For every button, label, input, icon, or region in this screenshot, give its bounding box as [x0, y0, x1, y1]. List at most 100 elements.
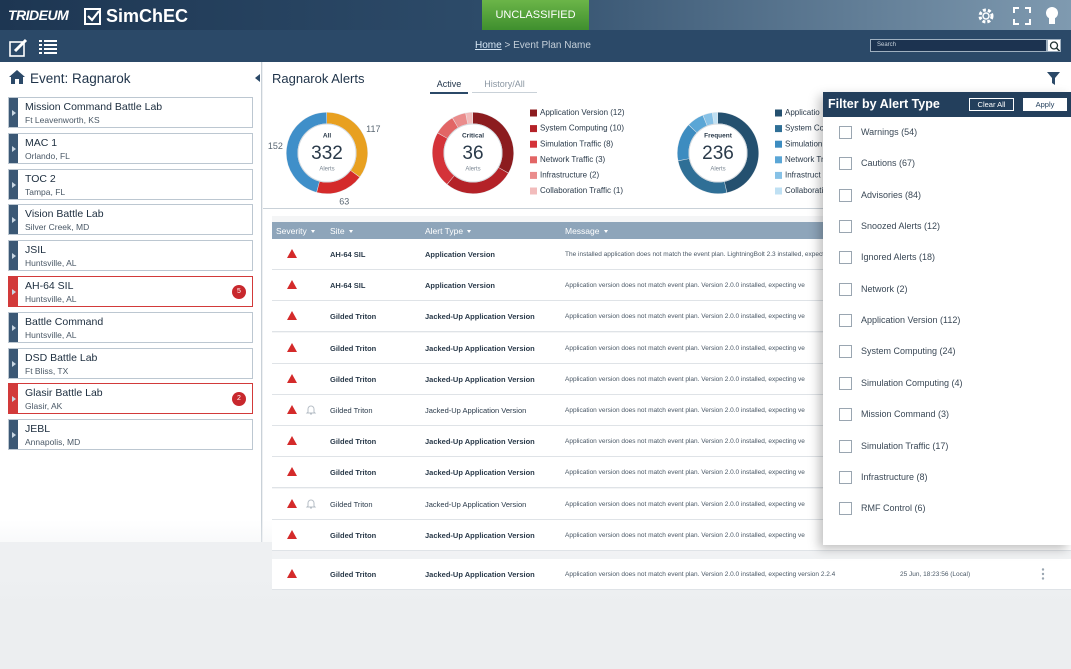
checkbox[interactable] [839, 251, 852, 265]
option-label: System Computing (24) [861, 346, 956, 357]
filter-option[interactable]: Snoozed Alerts (12) [839, 220, 1039, 234]
site-item[interactable]: Battle Command Huntsville, AL [8, 311, 253, 343]
site-name: MAC 1 [25, 136, 58, 149]
fullscreen-icon[interactable] [1013, 7, 1031, 25]
site-expander[interactable] [9, 133, 18, 163]
site-expander[interactable] [9, 312, 18, 342]
classification-banner: UNCLASSIFIED [482, 0, 589, 30]
tab[interactable]: History/All [472, 79, 537, 93]
donut-segment [678, 158, 727, 194]
site-item[interactable]: Mission Command Battle Lab Ft Leavenworth… [8, 97, 253, 128]
site-item[interactable]: DSD Battle Lab Ft Bliss, TX [8, 347, 253, 379]
site-expander[interactable] [9, 205, 18, 235]
checkbox[interactable] [839, 282, 852, 296]
site-item[interactable]: Vision Battle Lab Silver Creek, MD [8, 204, 253, 236]
tab[interactable]: Active [430, 79, 468, 94]
filter-option[interactable]: Warnings (54) [839, 126, 1039, 140]
alert-type-cell: Jacked-Up Application Version [425, 406, 527, 415]
legend-label: Collaborati [785, 186, 823, 195]
site-expander[interactable] [9, 241, 18, 271]
checkbox[interactable] [839, 188, 852, 202]
site-expander[interactable] [9, 348, 18, 378]
severity-icon [287, 498, 297, 508]
breadcrumb-separator: > [504, 40, 511, 51]
legend-swatch [775, 125, 782, 133]
checkbox[interactable] [839, 220, 852, 234]
apply-button[interactable]: Apply [1023, 98, 1067, 111]
filter-option[interactable]: Infrastructure (8) [839, 470, 1039, 485]
site-expander[interactable] [9, 98, 18, 127]
site-expander[interactable] [9, 420, 18, 450]
checkbox[interactable] [839, 345, 852, 359]
legend-label: Infrastructure (2) [540, 171, 599, 180]
filter-option[interactable]: System Computing (24) [839, 345, 1039, 359]
site-item[interactable]: JEBL Annapolis, MD [8, 419, 253, 451]
home-icon[interactable] [8, 69, 26, 85]
donut-segment [437, 118, 459, 139]
filter-option[interactable]: Simulation Computing (4) [839, 376, 1039, 391]
warning-triangle [287, 373, 297, 383]
filter-option[interactable]: Mission Command (3) [839, 408, 1039, 422]
clear-all-button[interactable]: Clear All [969, 98, 1014, 111]
edit-icon[interactable] [9, 38, 29, 57]
site-item[interactable]: AH-64 SIL Huntsville, AL 5 [8, 276, 253, 307]
option-label: Snoozed Alerts (12) [861, 221, 941, 232]
site-item[interactable]: Glasir Battle Lab Glasir, AK 2 [8, 383, 253, 415]
donut-segment [447, 167, 509, 194]
filter-option[interactable]: Cautions (67) [839, 157, 1039, 171]
checkbox[interactable] [839, 408, 852, 422]
table-row[interactable]: Gilded Triton Jacked-Up Application Versi… [272, 559, 1071, 590]
settings-icon[interactable] [976, 6, 996, 26]
option-label: Simulation Computing (4) [861, 377, 963, 388]
column-header[interactable]: Severity [276, 226, 315, 236]
checkbox[interactable] [839, 157, 852, 171]
menu-dot [1041, 577, 1045, 580]
snoozed-icon [305, 405, 317, 415]
filter-option[interactable]: RMF Control (6) [839, 502, 1039, 516]
column-header[interactable]: Site [330, 226, 353, 236]
checkbox[interactable] [839, 126, 852, 139]
checkbox[interactable] [839, 439, 852, 453]
list-icon[interactable] [39, 39, 57, 54]
search-button[interactable] [1047, 39, 1061, 52]
site-expander[interactable] [9, 169, 18, 199]
column-header[interactable]: Message [565, 226, 608, 236]
site-item[interactable]: JSIL Huntsville, AL [8, 240, 253, 272]
snoozed-icon [305, 499, 317, 509]
segment-value: 152 [268, 141, 283, 151]
filter-icon[interactable] [1046, 71, 1061, 86]
filter-option[interactable]: Network (2) [839, 282, 1039, 297]
checkbox[interactable] [839, 470, 852, 484]
alert-type-cell: Jacked-Up Application Version [425, 570, 535, 579]
filter-option[interactable]: Advisories (84) [839, 188, 1039, 203]
site-location: Huntsville, AL [25, 294, 77, 304]
filter-option[interactable]: Application Version (112) [839, 314, 1039, 328]
donut-label: Critical [462, 133, 484, 140]
severity-icon [287, 436, 297, 446]
collapse-caret[interactable] [255, 74, 261, 82]
site-expander[interactable] [9, 277, 18, 306]
row-menu[interactable] [1041, 568, 1045, 580]
site-item[interactable]: MAC 1 Orlando, FL [8, 132, 253, 164]
checkbox[interactable] [839, 502, 852, 516]
lightbulb-icon[interactable] [1045, 6, 1059, 26]
legend-swatch [530, 125, 537, 133]
alert-type-cell: Jacked-Up Application Version [425, 437, 535, 447]
site-location: Annapolis, MD [25, 437, 81, 448]
warning-triangle [287, 405, 297, 414]
legend-swatch [775, 140, 782, 148]
checkbox[interactable] [839, 314, 852, 328]
donut-segment [677, 125, 697, 161]
breadcrumb-home[interactable]: Home [475, 40, 502, 51]
filter-option[interactable]: Simulation Traffic (17) [839, 439, 1039, 454]
search-input[interactable]: Search [870, 39, 1047, 52]
site-item[interactable]: TOC 2 Tampa, FL [8, 168, 253, 200]
column-header[interactable]: Alert Type [425, 226, 471, 236]
segment-value: 63 [339, 196, 349, 206]
time-cell: 25 Jun, 18:23:56 (Local) [900, 571, 971, 578]
filter-option[interactable]: Ignored Alerts (18) [839, 251, 1039, 265]
site-expander[interactable] [9, 384, 18, 414]
checkbox[interactable] [839, 376, 852, 390]
legend-label: Simulation Traffic (8) [540, 139, 614, 148]
